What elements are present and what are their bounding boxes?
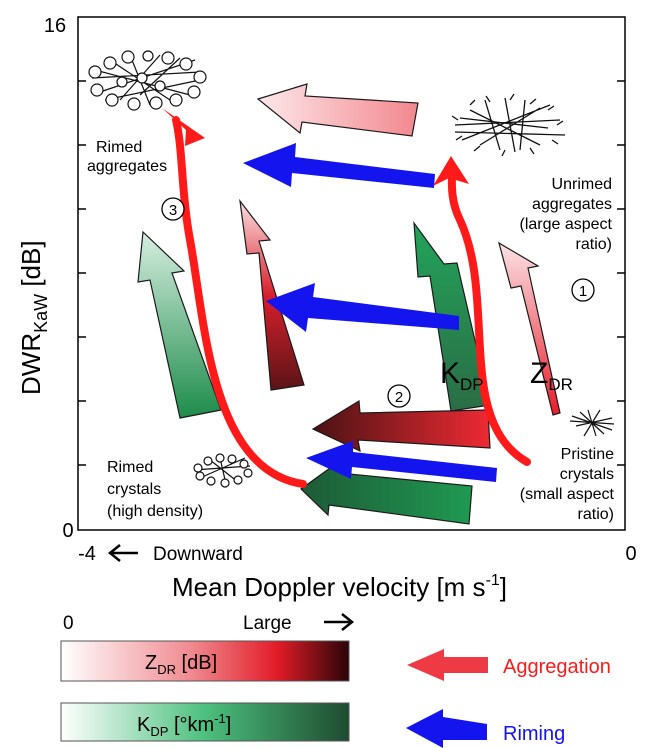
rimed-aggregate-icon <box>88 50 207 111</box>
pristine-label-1: Pristine <box>561 446 614 463</box>
green-left-arrow <box>300 461 473 525</box>
rimed-crystals-label-2: crystals <box>107 481 161 498</box>
y-axis-title: DWRKaW [dB] <box>16 240 51 395</box>
blue-arrow-top <box>243 143 435 188</box>
pink-left-arrow <box>256 83 419 137</box>
circled-number-1: 1 <box>571 278 595 302</box>
rimed-aggregates-label-2: aggregates <box>87 158 167 175</box>
darkred-left-arrow <box>311 399 491 453</box>
zdr-legend-label: ZDR [dB] <box>145 652 217 677</box>
unrimed-aggregate-icon <box>451 93 566 157</box>
aggregation-curve-heads <box>162 108 469 186</box>
kdp-legend-bar <box>60 702 350 742</box>
x-downward-label: Downward <box>153 544 243 565</box>
aggregation-curves <box>172 116 531 488</box>
zdr-arrow-1 <box>498 241 561 416</box>
kdp-arrow-center <box>137 230 222 419</box>
rimed-aggregates-label-1: Rimed <box>96 139 142 156</box>
riming-legend-label: Riming <box>503 723 565 745</box>
svg-text:3: 3 <box>169 202 177 219</box>
rimed-crystals-label-3: (high density) <box>107 503 203 520</box>
blue-arrow-bottom <box>306 441 497 482</box>
legend-scale-arrow-icon <box>324 613 355 631</box>
kdp-legend-label: KDP [°km-1] <box>137 711 231 739</box>
zdr-legend-bar <box>60 640 350 682</box>
y-max-tick: 16 <box>44 15 66 37</box>
svg-text:2: 2 <box>395 389 403 406</box>
unrimed-label-3: (large aspect <box>520 216 613 233</box>
pristine-label-2: crystals <box>560 466 614 483</box>
zdr-arrow-center <box>239 198 305 391</box>
rimed-crystal-icon <box>193 453 253 488</box>
x-axis-title: Mean Doppler velocity [m s-1] <box>172 572 507 602</box>
riming-legend-arrow <box>406 709 487 748</box>
pristine-crystal-icon <box>569 409 615 437</box>
pristine-label-3: (small aspect <box>520 486 615 503</box>
svg-text:1: 1 <box>579 283 587 300</box>
downward-arrow-icon <box>107 544 138 562</box>
circled-number-3: 3 <box>161 197 185 221</box>
blue-arrow-middle <box>266 283 459 332</box>
unrimed-label-1: Unrimed <box>552 176 612 193</box>
y-axis-ticks <box>78 80 625 466</box>
legend-scale-min: 0 <box>63 613 74 634</box>
unrimed-label-2: aggregates <box>532 196 612 213</box>
x-right-tick: 0 <box>625 543 636 565</box>
aggregation-legend-label: Aggregation <box>503 656 611 678</box>
kdp-inplot-label: KDP <box>440 357 484 394</box>
rimed-crystals-label-1: Rimed <box>107 459 153 476</box>
circled-number-2: 2 <box>387 384 411 408</box>
y-min-tick: 0 <box>62 520 73 542</box>
zdr-inplot-label: ZDR <box>530 357 573 394</box>
riming-arrows <box>243 143 497 482</box>
x-left-tick: -4 <box>78 543 96 565</box>
aggregation-legend-arrow <box>407 649 488 681</box>
legend-scale-max: Large <box>243 613 292 634</box>
unrimed-label-4: ratio) <box>576 236 612 253</box>
pristine-label-4: ratio) <box>578 506 614 523</box>
